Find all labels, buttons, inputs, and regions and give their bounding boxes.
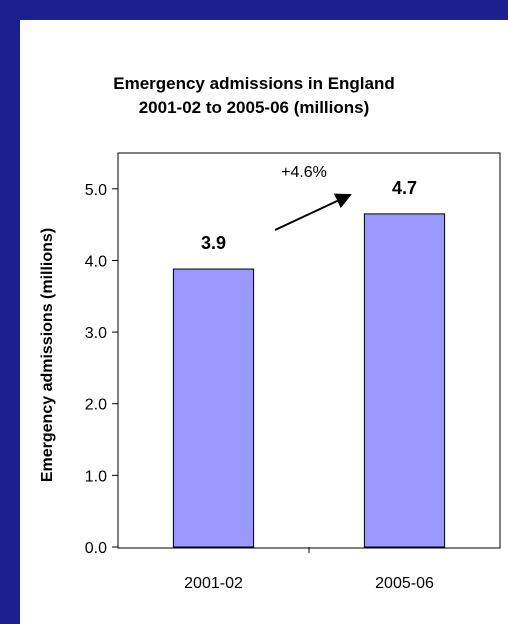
y-tick-label: 0.0 (85, 540, 107, 557)
bars: 3.9 4.7 (172, 178, 446, 548)
y-tick-label: 3.0 (85, 325, 107, 342)
increase-arrow (274, 193, 352, 231)
data-label: 4.7 (392, 178, 417, 198)
y-tick-label: 5.0 (85, 182, 107, 199)
percent-change-annotation: +4.6% (281, 164, 327, 181)
y-tick-label: 4.0 (85, 253, 107, 270)
axes: 0.0 1.0 2.0 3.0 4.0 5.0 2001-02 2005-06 (85, 182, 434, 592)
chart-title: Emergency admissions in England 2001-02 … (30, 72, 478, 120)
data-label: 3.9 (201, 233, 226, 253)
y-tick-label: 2.0 (85, 397, 107, 414)
x-tick-label: 2001-02 (184, 575, 243, 592)
x-tick-label: 2005-06 (375, 575, 434, 592)
chart-title-line-2: 2001-02 to 2005-06 (millions) (138, 98, 370, 117)
bar-2005-06 (363, 213, 446, 548)
y-axis-label: Emergency admissions (millions) (39, 228, 56, 482)
y-tick-label: 1.0 (85, 468, 107, 485)
chart-title-line-1: Emergency admissions in England (113, 74, 395, 93)
bar-2001-02 (172, 268, 255, 548)
